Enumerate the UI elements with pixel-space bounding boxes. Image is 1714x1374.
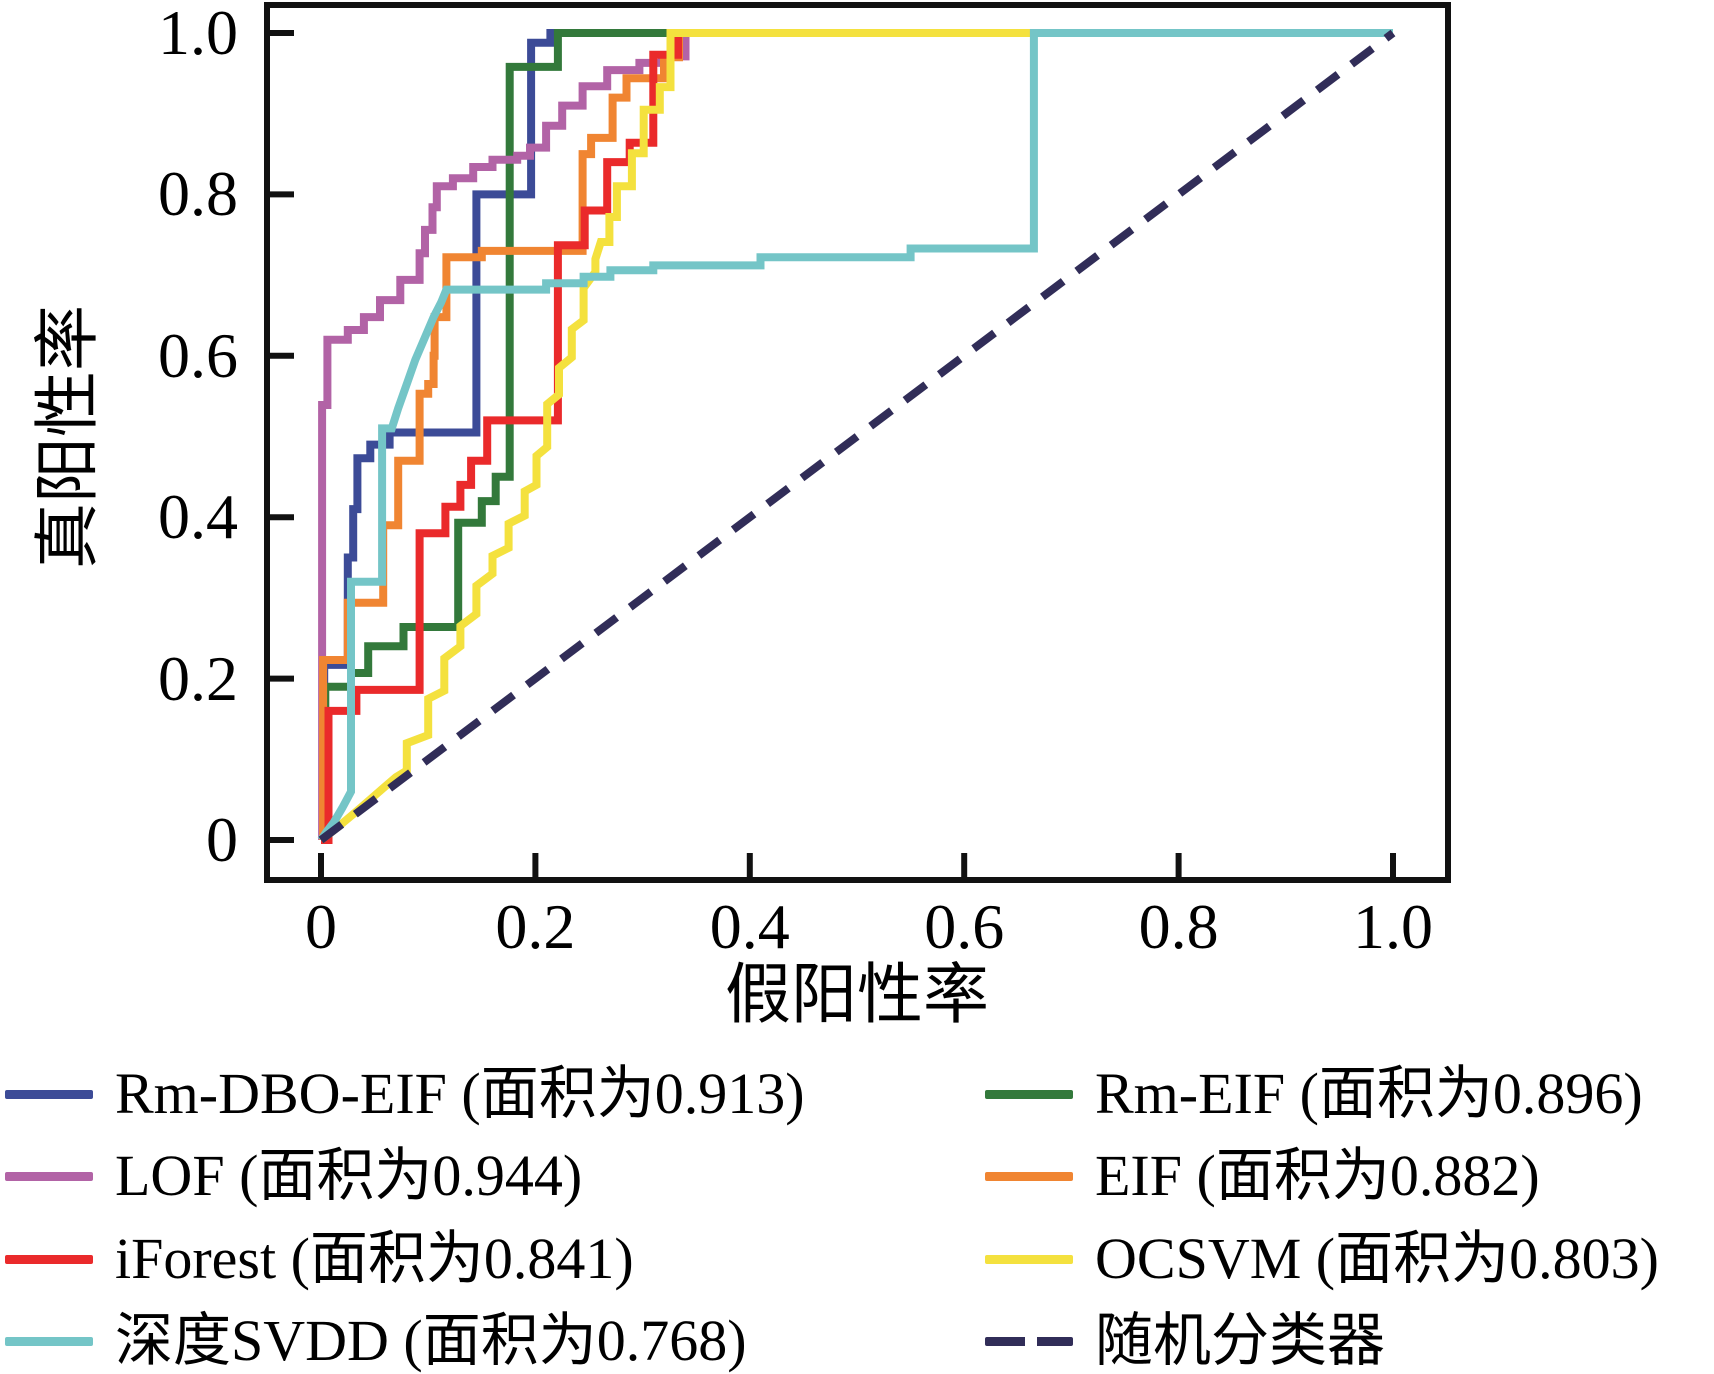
x-tick-label: 0.4 (709, 891, 790, 962)
legend-item-ocsvm: OCSVM (面积为0.803) (985, 1218, 1710, 1300)
legend-label: 深度SVDD (面积为0.768) (115, 1308, 747, 1373)
y-tick-label: 0.6 (158, 319, 238, 391)
roc-curve-OCSVM (318, 29, 1393, 844)
y-tick-label: 0.8 (158, 158, 238, 230)
x-tick-label: 0.6 (924, 891, 1005, 962)
legend-swatch-iforest (5, 1254, 93, 1264)
legend-swatch-ocsvm (985, 1254, 1073, 1264)
legend-label: Rm-EIF (面积为0.896) (1095, 1061, 1643, 1126)
legend-swatch-eif (985, 1171, 1073, 1181)
roc-plot (264, 2, 1451, 883)
legend-swatch-lof (5, 1171, 93, 1181)
legend-item-lof: LOF (面积为0.944) (5, 1135, 940, 1217)
y-tick-label: 0 (206, 804, 238, 875)
legend-swatch-rm-eif (985, 1089, 1073, 1099)
y-tick-label: 1.0 (158, 0, 238, 68)
legend-item-rm-dbo-eif: Rm-DBO-EIF (面积为0.913) (5, 1053, 940, 1135)
legend-label: 随机分类器 (1095, 1308, 1386, 1373)
y-axis-title: 真阳性率 (32, 305, 105, 569)
legend-swatch-deep-svdd (5, 1336, 93, 1346)
legend-label: EIF (面积为0.882) (1095, 1143, 1540, 1208)
legend-label: LOF (面积为0.944) (115, 1143, 583, 1208)
legend-item-eif: EIF (面积为0.882) (985, 1135, 1710, 1217)
legend-label: iForest (面积为0.841) (115, 1226, 634, 1291)
y-tick-label: 0.4 (158, 481, 238, 553)
legend-swatch-rm-dbo-eif (5, 1089, 93, 1099)
x-tick-label: 1.0 (1353, 891, 1433, 962)
x-tick-label: 0 (305, 891, 337, 962)
legend-label: Rm-DBO-EIF (面积为0.913) (115, 1061, 805, 1126)
x-tick-label: 0.2 (495, 891, 576, 962)
legend-label: OCSVM (面积为0.803) (1095, 1226, 1659, 1291)
roc-curve-深度SVDD (317, 29, 1393, 843)
plot-frame (264, 2, 1451, 883)
roc-curve-随机分类器 (318, 29, 1396, 844)
legend-item-rm-eif: Rm-EIF (面积为0.896) (985, 1053, 1710, 1135)
x-axis-title: 假阳性率 (725, 959, 989, 1032)
legend-item-random-classifier: 随机分类器 (985, 1300, 1710, 1374)
legend-swatch-random-classifier (985, 1336, 1073, 1346)
legend-item-deep-svdd: 深度SVDD (面积为0.768) (5, 1300, 940, 1374)
roc-curve-LOF (318, 29, 1393, 844)
y-tick-label: 0.2 (158, 642, 238, 714)
legend-item-iforest: iForest (面积为0.841) (5, 1218, 940, 1300)
x-tick-label: 0.8 (1138, 891, 1219, 962)
